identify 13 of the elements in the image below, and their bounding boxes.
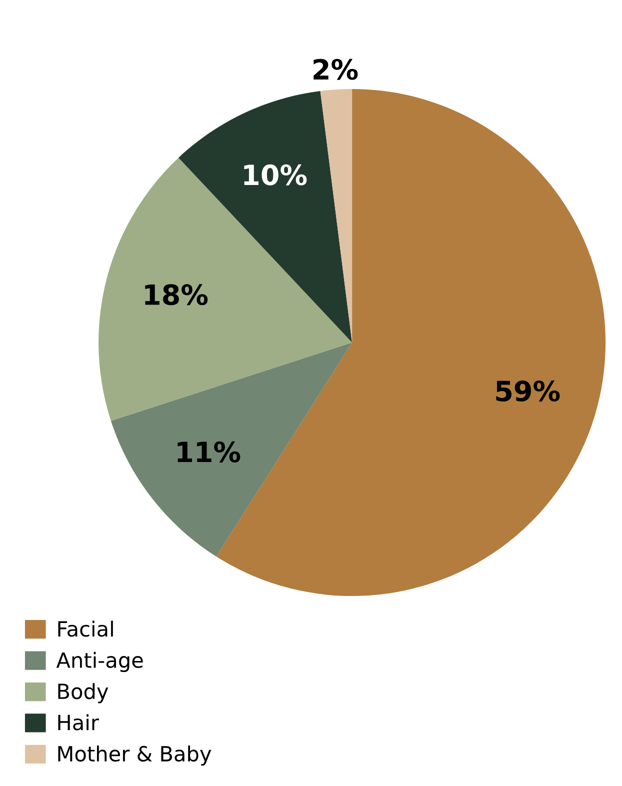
- data-label: 59%: [496, 380, 560, 402]
- data-label: 18%: [145, 284, 208, 306]
- pie-slice: [110, 342, 352, 557]
- legend-label: Body: [58, 683, 108, 704]
- legend-label: Anti-age: [56, 652, 143, 672]
- legend-label: Hair: [58, 714, 100, 730]
- data-label: 2%: [314, 58, 358, 80]
- legend-label: Mother & Baby: [58, 746, 212, 766]
- pie-slice: [98, 158, 352, 421]
- data-label: 10%: [244, 164, 307, 186]
- pie-slice: [320, 89, 352, 343]
- legend-label: Facial: [58, 620, 113, 637]
- data-label: 11%: [178, 441, 240, 462]
